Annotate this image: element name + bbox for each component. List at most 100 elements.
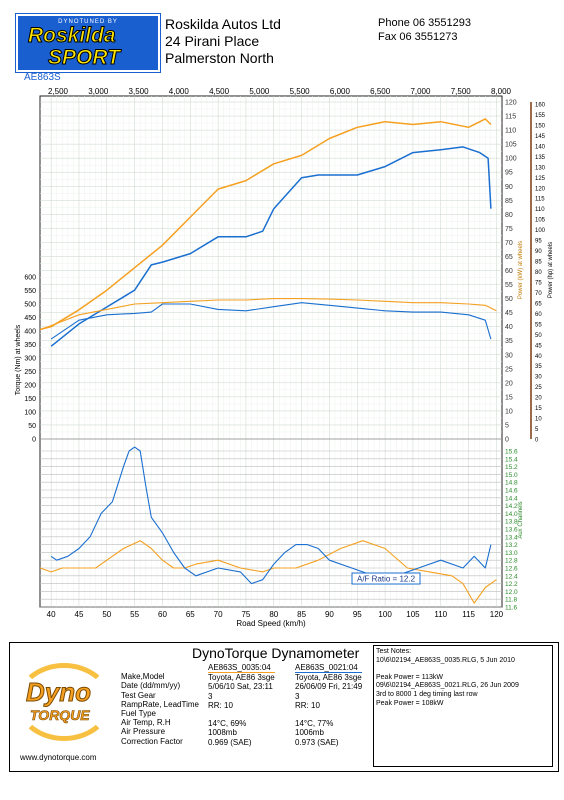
power-hp-tick-label: 20 <box>535 396 542 402</box>
aux-tick-label: 14.4 <box>505 495 518 502</box>
torque-tick-label: 0 <box>32 437 36 444</box>
power-kw-tick-label: 25 <box>505 366 513 373</box>
aux-axis-label: Aux Channels <box>518 501 524 538</box>
power-kw-tick-label: 65 <box>505 254 513 261</box>
logo-word-dyno: Dyno <box>26 677 92 708</box>
run-b-value: 3 <box>295 691 300 701</box>
power-kw-tick-label: 85 <box>505 198 513 205</box>
aux-tick-label: 12.0 <box>505 589 518 596</box>
power-kw-axis-label: Power (kW) at wheels <box>518 241 524 299</box>
notes-line: Test Notes: <box>376 648 412 655</box>
field-label: Fuel Type <box>121 709 156 719</box>
test-notes: Test Notes: 10\6\02194_AE863S_0035.RLG, … <box>373 645 553 767</box>
power-kw-tick-label: 10 <box>505 408 513 415</box>
vehicle-code: AE863S <box>24 72 61 83</box>
power-hp-tick-label: 45 <box>535 343 542 349</box>
run-a-value: 3 <box>208 691 213 701</box>
power-kw-tick-label: 100 <box>505 156 517 163</box>
torque-tick-label: 350 <box>24 342 36 349</box>
power-kw-tick-label: 110 <box>505 128 516 135</box>
x-tick-label: 70 <box>214 610 223 619</box>
aux-tick-label: 14.0 <box>505 511 518 518</box>
logo-word-sport: SPORT <box>48 46 121 70</box>
x-tick-label: 65 <box>186 610 195 619</box>
power-hp-tick-label: 100 <box>535 228 546 234</box>
field-label: Date (dd/mm/yy) <box>121 681 181 691</box>
power-hp-tick-label: 70 <box>535 291 542 297</box>
torque-tick-label: 300 <box>24 356 36 363</box>
torque-tick-label: 600 <box>24 275 36 282</box>
series-line-power <box>50 146 492 347</box>
run-a-name: AE863S_0035:04 <box>208 663 275 674</box>
run-b-value <box>295 710 362 719</box>
logo-arc <box>16 663 112 741</box>
torque-tick-label: 100 <box>24 410 36 417</box>
power-hp-tick-label: 145 <box>535 134 546 140</box>
aux-tick-label: 13.0 <box>505 550 518 557</box>
aux-tick-label: 13.6 <box>505 527 518 534</box>
x-tick-label: 90 <box>325 610 334 619</box>
run-a-values: AE863S_0035:04 Toyota, AE86 3sge 5/06/10… <box>208 663 275 747</box>
torque-tick-label: 200 <box>24 383 36 390</box>
power-hp-tick-label: 95 <box>535 239 542 245</box>
aux-tick-label: 14.2 <box>505 503 518 510</box>
logo-tagline: DYNOTUNED BY <box>58 19 118 25</box>
dyno-chart: 2,500 3,000 3,500 4,000 4,500 5,000 5,500 6,000… <box>15 87 554 628</box>
power-kw-tick-label: 5 <box>505 422 509 429</box>
city: Palmerston North <box>165 50 274 66</box>
series-line-torque <box>39 298 497 331</box>
rpm-tick-label: 5,500 <box>290 87 311 96</box>
logo-word-roskilda: Roskilda <box>28 24 117 48</box>
run-b-value: 26/06/09 Fri, 21:49 <box>295 682 363 692</box>
plot-frame <box>39 95 503 608</box>
torque-tick-label: 500 <box>24 302 36 309</box>
power-kw-tick-label: 75 <box>505 226 513 233</box>
notes-line: 10\6\02194_AE863S_0035.RLG, 5 Jun 2010 <box>376 656 515 664</box>
notes-line: Peak Power = 113kW <box>376 673 443 681</box>
power-hp-tick-label: 55 <box>535 322 542 328</box>
power-hp-tick-label: 15 <box>535 406 542 412</box>
aux-tick-label: 15.0 <box>505 472 518 479</box>
contact-info: Phone 06 3551293 Fax 06 3551273 <box>378 16 471 44</box>
field-label: Test Gear <box>121 690 156 700</box>
power-hp-tick-label: 115 <box>535 197 545 203</box>
x-axis-label: Road Speed (km/h) <box>236 619 306 628</box>
roskilda-sport-logo: DYNOTUNED BY Roskilda SPORT <box>16 14 160 72</box>
logo-word-torque: TORQUE <box>30 707 90 724</box>
x-tick-label: 100 <box>378 610 392 619</box>
torque-tick-label: 150 <box>24 396 36 403</box>
power-hp-tick-label: 25 <box>535 385 542 391</box>
power-hp-tick-label: 125 <box>535 176 546 182</box>
rpm-tick-label: 3,000 <box>88 87 109 96</box>
power-hp-tick-label: 150 <box>535 123 546 129</box>
power-hp-tick-label: 90 <box>535 249 542 255</box>
rpm-tick-label: 4,500 <box>209 87 230 96</box>
x-tick-label: 85 <box>297 610 306 619</box>
run-a-value: Toyota, AE86 3sge <box>208 673 275 683</box>
field-label: Correction Factor <box>121 736 183 746</box>
run-b-value: 0.973 (SAE) <box>295 737 339 747</box>
power-kw-tick-label: 80 <box>505 212 513 219</box>
power-hp-tick-label: 130 <box>535 165 546 171</box>
website-link[interactable]: www.dynotorque.com <box>20 753 97 762</box>
x-tick-label: 50 <box>102 610 111 619</box>
aux-tick-label: 15.2 <box>505 464 518 471</box>
power-kw-tick-label: 20 <box>505 380 513 387</box>
run-a-value <box>208 710 275 719</box>
series-line-afr <box>39 540 497 604</box>
power-hp-tick-label: 60 <box>535 312 542 318</box>
rpm-tick-label: 7,500 <box>451 87 472 96</box>
power-hp-tick-label: 135 <box>535 155 546 161</box>
torque-tick-label: 550 <box>24 288 36 295</box>
rpm-tick-label: 7,000 <box>410 87 431 96</box>
field-labels: Make,Model Date (dd/mm/yy) Test Gear Ram… <box>121 663 199 746</box>
power-kw-tick-label: 50 <box>505 296 513 303</box>
x-tick-label: 115 <box>462 610 475 619</box>
power-kw-tick-label: 90 <box>505 184 513 191</box>
aux-tick-label: 12.6 <box>505 566 518 573</box>
torque-tick-label: 450 <box>24 315 36 322</box>
rpm-tick-label: 6,500 <box>370 87 391 96</box>
power-hp-tick-label: 120 <box>535 186 546 192</box>
x-tick-label: 80 <box>269 610 278 619</box>
series-line-torque <box>50 302 492 340</box>
